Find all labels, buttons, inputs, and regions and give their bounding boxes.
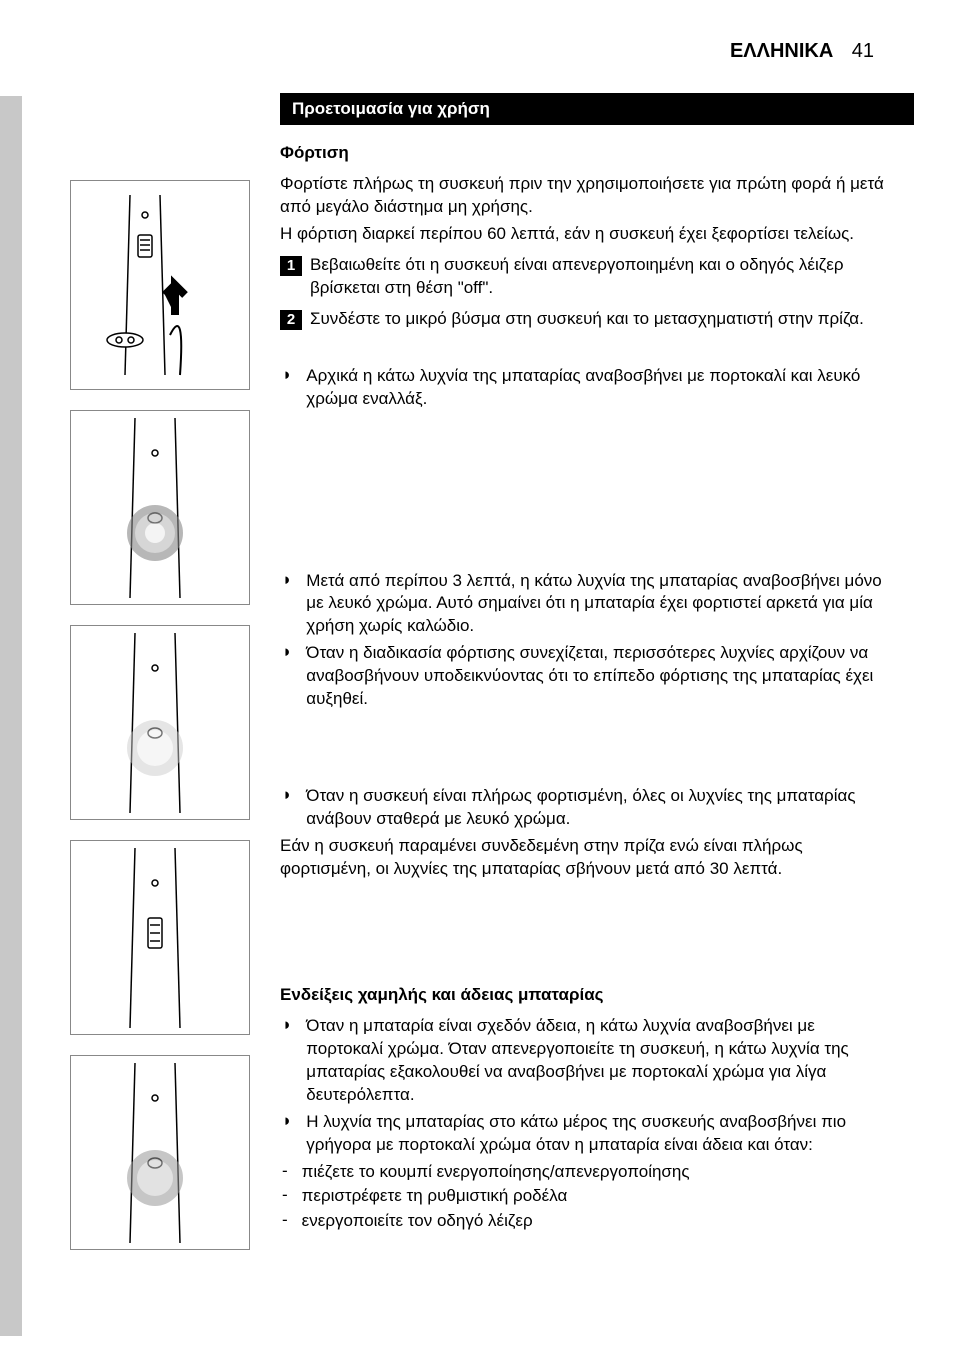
- step-number-icon: 1: [280, 256, 302, 276]
- bullet-low-1-text: Όταν η μπαταρία είναι σχεδόν άδεια, η κά…: [306, 1015, 884, 1107]
- bullet-icon: ◗: [282, 785, 292, 805]
- dash-3: - ενεργοποιείτε τον οδηγό λέιζερ: [280, 1210, 884, 1233]
- step-2: 2 Συνδέστε το μικρό βύσμα στη συσκευή κα…: [280, 308, 884, 331]
- bullet-low-1: ◗ Όταν η μπαταρία είναι σχεδόν άδεια, η …: [280, 1015, 884, 1107]
- bullet-3min: ◗ Μετά από περίπου 3 λεπτά, η κάτω λυχνί…: [280, 570, 884, 639]
- bullet-icon: ◗: [282, 1015, 292, 1035]
- bullet-more-lights-text: Όταν η διαδικασία φόρτισης συνεχίζεται, …: [306, 642, 884, 711]
- page: ΕΛΛΗΝΙΚΑ 41 Προετοιμασία για χρήση: [0, 0, 954, 1275]
- section-bar: Προετοιμασία για χρήση: [280, 93, 914, 125]
- step-number-icon: 2: [280, 310, 302, 330]
- step-1-text: Βεβαιωθείτε ότι η συσκευή είναι απενεργο…: [310, 254, 884, 300]
- charging-after-text: Εάν η συσκευή παραμένει συνδεδεμένη στην…: [280, 835, 884, 881]
- page-header: ΕΛΛΗΝΙΚΑ 41: [0, 40, 914, 63]
- dash-3-text: ενεργοποιείτε τον οδηγό λέιζερ: [302, 1210, 533, 1233]
- bullet-icon: ◗: [282, 365, 292, 385]
- content-column: Φόρτιση Φορτίστε πλήρως τη συσκευή πριν …: [280, 143, 914, 1233]
- step-2-text: Συνδέστε το μικρό βύσμα στη συσκευή και …: [310, 308, 864, 331]
- section-bar-title: Προετοιμασία για χρήση: [292, 99, 490, 118]
- bullet-full: ◗ Όταν η συσκευή είναι πλήρως φορτισμένη…: [280, 785, 884, 831]
- illustration-low: [70, 1055, 250, 1250]
- charging-heading: Φόρτιση: [280, 143, 884, 163]
- dash-icon: -: [282, 1210, 288, 1230]
- bullet-initial-light: ◗ Αρχικά η κάτω λυχνία της μπαταρίας ανα…: [280, 365, 884, 411]
- gray-sidebar: [0, 96, 22, 1336]
- charging-intro2: Η φόρτιση διαρκεί περίπου 60 λεπτά, εάν …: [280, 223, 884, 246]
- bullet-full-text: Όταν η συσκευή είναι πλήρως φορτισμένη, …: [306, 785, 884, 831]
- illustration-light-orange: [70, 410, 250, 605]
- dash-icon: -: [282, 1185, 288, 1205]
- bullet-low-2-text: Η λυχνία της μπαταρίας στο κάτω μέρος τη…: [306, 1111, 884, 1157]
- illustration-full: [70, 840, 250, 1035]
- step-1: 1 Βεβαιωθείτε ότι η συσκευή είναι απενερ…: [280, 254, 884, 300]
- charging-intro1: Φορτίστε πλήρως τη συσκευή πριν την χρησ…: [280, 173, 884, 219]
- illustration-light-white: [70, 625, 250, 820]
- dash-2: - περιστρέφετε τη ρυθμιστική ροδέλα: [280, 1185, 884, 1208]
- header-title: ΕΛΛΗΝΙΚΑ: [730, 40, 833, 62]
- header-page-number: 41: [852, 40, 874, 62]
- bullet-icon: ◗: [282, 1111, 292, 1131]
- bullet-low-2: ◗ Η λυχνία της μπαταρίας στο κάτω μέρος …: [280, 1111, 884, 1157]
- bullet-icon: ◗: [282, 570, 292, 590]
- dash-1-text: πιέζετε το κουμπί ενεργοποίησης/απενεργο…: [302, 1161, 690, 1184]
- bullet-3min-text: Μετά από περίπου 3 λεπτά, η κάτω λυχνία …: [306, 570, 884, 639]
- bullet-icon: ◗: [282, 642, 292, 662]
- dash-2-text: περιστρέφετε τη ρυθμιστική ροδέλα: [302, 1185, 568, 1208]
- bullet-more-lights: ◗ Όταν η διαδικασία φόρτισης συνεχίζεται…: [280, 642, 884, 711]
- lowbatt-heading: Ενδείξεις χαμηλής και άδειας μπαταρίας: [280, 985, 884, 1005]
- illustration-plug: [70, 180, 250, 390]
- dash-1: - πιέζετε το κουμπί ενεργοποίησης/απενερ…: [280, 1161, 884, 1184]
- bullet-initial-light-text: Αρχικά η κάτω λυχνία της μπαταρίας αναβο…: [306, 365, 884, 411]
- dash-icon: -: [282, 1161, 288, 1181]
